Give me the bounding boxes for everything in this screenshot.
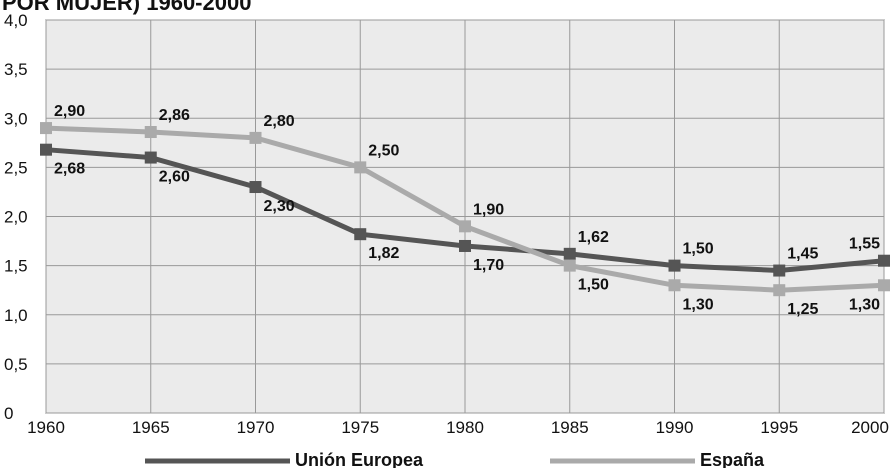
marker xyxy=(773,264,786,277)
x-tick-label: 1965 xyxy=(132,418,170,437)
data-label: 2,50 xyxy=(368,142,399,159)
marker xyxy=(249,181,262,194)
data-label: 2,60 xyxy=(159,169,190,186)
legend-label: España xyxy=(700,450,765,468)
x-tick-label: 1995 xyxy=(760,418,798,437)
marker xyxy=(563,247,576,260)
marker xyxy=(668,279,681,292)
data-label: 1,50 xyxy=(578,277,609,294)
marker xyxy=(773,284,786,297)
y-tick-label: 1,0 xyxy=(4,306,28,325)
data-label: 2,80 xyxy=(264,113,295,130)
marker xyxy=(459,239,471,252)
data-label: 1,45 xyxy=(787,246,818,263)
marker xyxy=(668,259,681,272)
x-tick-label: 1980 xyxy=(446,418,484,437)
marker xyxy=(249,131,262,144)
marker xyxy=(878,254,890,267)
marker xyxy=(40,122,52,135)
y-tick-label: 4,0 xyxy=(4,11,28,30)
marker xyxy=(40,143,52,156)
data-label: 2,68 xyxy=(54,161,85,178)
data-label: 1,50 xyxy=(683,241,714,258)
y-tick-label: 2,0 xyxy=(4,208,28,227)
marker xyxy=(878,279,890,292)
y-tick-label: 3,5 xyxy=(4,60,28,79)
x-tick-label: 1990 xyxy=(656,418,694,437)
data-label: 1,70 xyxy=(473,257,504,274)
x-tick-label: 1985 xyxy=(551,418,589,437)
marker xyxy=(563,259,576,272)
y-tick-label: 0 xyxy=(4,404,13,423)
x-tick-label: 1975 xyxy=(341,418,379,437)
marker xyxy=(354,161,367,174)
x-tick-label: 1960 xyxy=(27,418,65,437)
y-tick-label: 3,0 xyxy=(4,109,28,128)
data-label: 1,25 xyxy=(787,301,818,318)
data-label: 1,62 xyxy=(578,229,609,246)
x-tick-label: 1970 xyxy=(237,418,275,437)
y-tick-label: 2,5 xyxy=(4,158,28,177)
data-label: 1,30 xyxy=(849,296,880,313)
y-tick-label: 1,5 xyxy=(4,257,28,276)
data-label: 1,90 xyxy=(473,201,504,218)
chart-title: POR MUJER) 1960-2000 xyxy=(2,0,251,15)
x-tick-label: 2000 xyxy=(851,418,889,437)
legend-label: Unión Europea xyxy=(295,450,424,468)
data-label: 2,86 xyxy=(159,107,190,124)
marker xyxy=(144,151,157,164)
y-tick-label: 0,5 xyxy=(4,355,28,374)
data-label: 2,30 xyxy=(264,198,295,215)
data-label: 2,90 xyxy=(54,103,85,120)
data-label: 1,30 xyxy=(683,296,714,313)
marker xyxy=(354,228,367,241)
marker xyxy=(459,220,471,233)
marker xyxy=(144,126,157,139)
data-label: 1,55 xyxy=(849,236,880,253)
data-label: 1,82 xyxy=(368,245,399,262)
